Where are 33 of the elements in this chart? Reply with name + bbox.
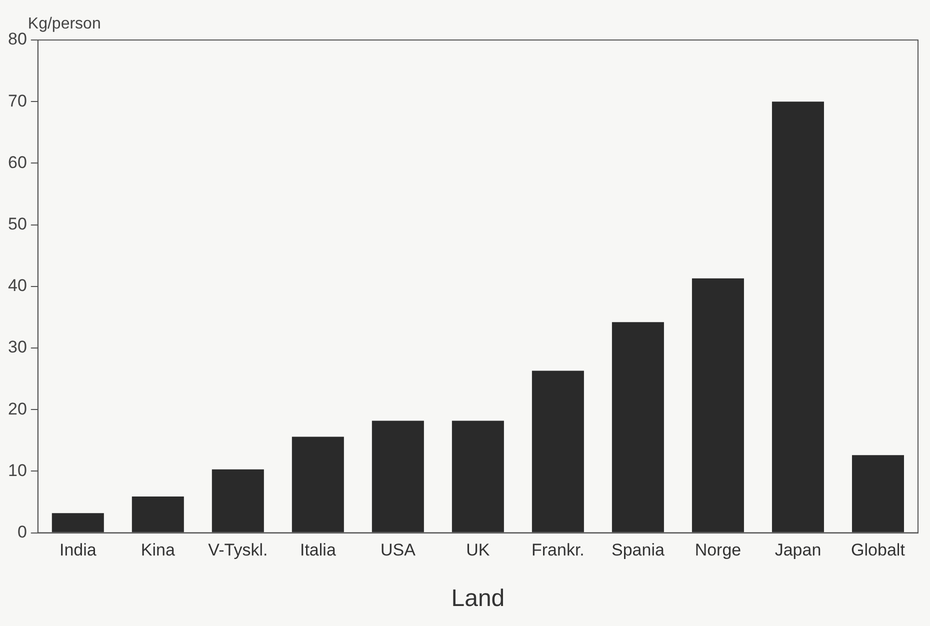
bar bbox=[372, 420, 424, 532]
bar bbox=[292, 436, 344, 532]
x-tick-label: V-Tyskl. bbox=[208, 540, 268, 560]
y-tick-label: 40 bbox=[8, 276, 27, 296]
y-tick-label: 0 bbox=[17, 522, 27, 542]
y-tick-label: 50 bbox=[8, 214, 27, 234]
bar bbox=[532, 370, 584, 532]
x-tick-label: Japan bbox=[774, 540, 822, 560]
x-tick-label: Kina bbox=[140, 540, 176, 560]
bar bbox=[452, 420, 504, 532]
x-tick-label: Frankr. bbox=[532, 540, 584, 560]
bar bbox=[132, 496, 184, 532]
x-tick-label: UK bbox=[466, 540, 490, 560]
y-tick-label: 80 bbox=[8, 30, 27, 49]
x-tick-label: USA bbox=[380, 540, 416, 560]
bar bbox=[772, 102, 824, 532]
x-axis-title: Land bbox=[451, 585, 505, 612]
y-tick-label: 60 bbox=[8, 152, 27, 172]
x-tick-label: Globalt bbox=[851, 540, 906, 560]
bar bbox=[692, 278, 744, 532]
bar bbox=[212, 469, 264, 532]
bar bbox=[52, 513, 104, 532]
x-tick-label: Italia bbox=[300, 540, 336, 560]
bar bbox=[852, 455, 904, 532]
y-tick-label: 30 bbox=[8, 338, 27, 357]
x-tick-label: Spania bbox=[612, 540, 665, 560]
y-tick-label: 20 bbox=[8, 399, 27, 418]
bar bbox=[612, 322, 664, 532]
y-tick-label: 70 bbox=[8, 91, 27, 110]
y-axis-title: Kg/person bbox=[28, 15, 101, 32]
x-tick-label: India bbox=[59, 540, 97, 560]
x-tick-label: Norge bbox=[694, 540, 742, 560]
y-tick-label: 10 bbox=[8, 460, 27, 480]
